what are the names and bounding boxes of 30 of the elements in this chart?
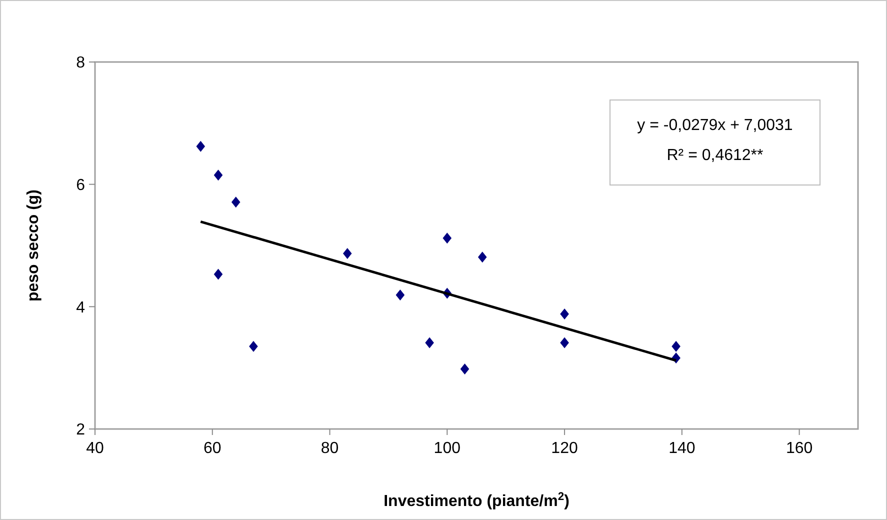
equation-text-box: y = -0,0279x + 7,0031 R² = 0,4612** <box>610 100 820 186</box>
y-tick-label: 6 <box>76 176 86 194</box>
x-tick-label: 80 <box>320 440 339 457</box>
point <box>342 248 352 259</box>
y-tick-label: 2 <box>76 422 86 439</box>
x-tick-label: 100 <box>434 440 461 457</box>
point <box>214 268 223 280</box>
x-axis-title: Investimento (piante/m$^{2}$) <box>384 491 570 510</box>
annotation: R² = 0,4612** <box>666 147 764 164</box>
y-tick-label: 4 <box>76 299 86 316</box>
point <box>231 196 240 208</box>
point <box>214 170 223 181</box>
point <box>425 337 434 348</box>
y-tick-label: 8 <box>76 54 86 72</box>
x-tick-label: 120 <box>551 440 578 457</box>
point <box>442 232 452 244</box>
point <box>396 290 405 301</box>
point <box>196 140 206 152</box>
x-tick-label: 40 <box>86 440 104 457</box>
y-axis-title: peso secco (g) <box>25 189 42 302</box>
x-tick-label: 160 <box>786 440 813 457</box>
point <box>560 308 569 320</box>
x-tick-label: 140 <box>668 440 696 457</box>
point <box>478 252 487 263</box>
annotation: y = -0,0279x + 7,0031 <box>637 117 793 134</box>
point <box>460 364 470 375</box>
point <box>560 337 569 348</box>
point <box>672 340 680 352</box>
point <box>249 340 258 352</box>
x-tick-label: 60 <box>203 440 222 457</box>
